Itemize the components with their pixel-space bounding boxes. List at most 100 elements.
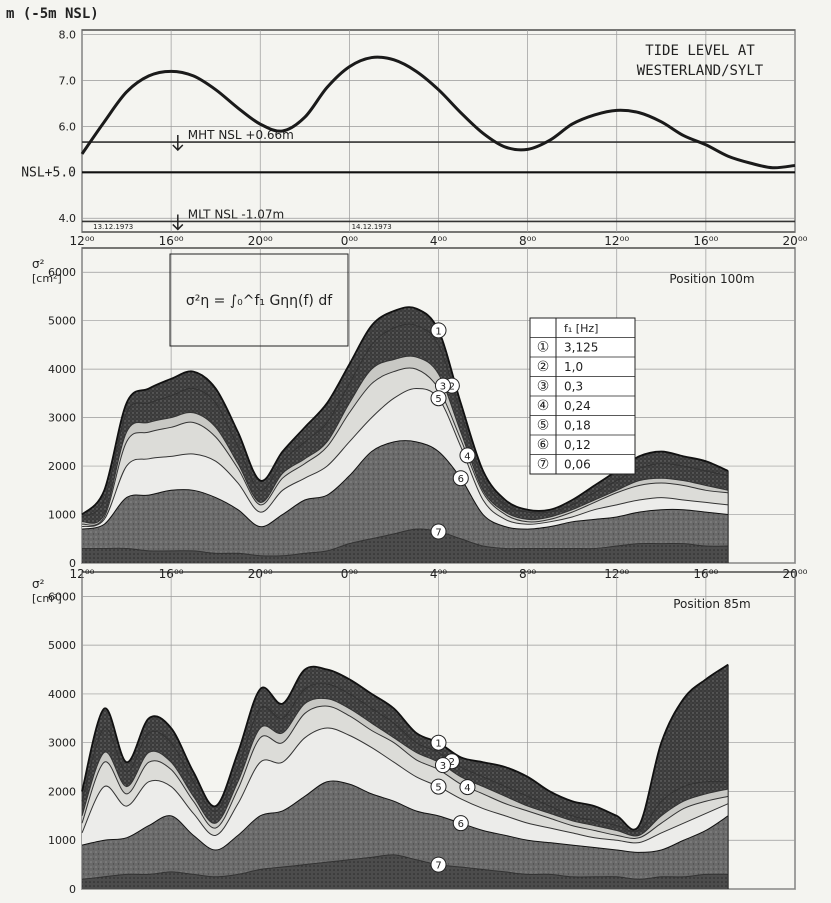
p100-y-tick-2: 2000 (48, 460, 76, 473)
tide-ref-label-1: MLT NSL -1.07m (188, 207, 284, 221)
p100-y-axis-label-unit: [cm²] (32, 272, 62, 285)
tide-x-tick-1: 16⁰⁰ (159, 234, 184, 248)
legend-value-5: 0,18 (564, 419, 591, 433)
p100-curve-2 (81, 323, 729, 518)
p100-band-7 (82, 528, 729, 563)
p85-marker-label-1: 1 (435, 739, 441, 750)
tide-x-tick-7: 16⁰⁰ (693, 234, 718, 248)
p85-marker-circle-6 (452, 815, 469, 832)
p85-marker-circle-4 (459, 779, 476, 796)
p100-y-axis-label-sigma: σ² (32, 257, 45, 271)
p100-marker-label-2: 2 (449, 382, 455, 393)
p85-title: Position 85m (673, 597, 751, 611)
p100-y-tick-1: 1000 (48, 509, 76, 522)
p100-band-6 (82, 440, 729, 557)
p85-marker-label-3: 3 (440, 761, 446, 772)
tide-y-tick-0: 8.0 (59, 29, 77, 42)
p100-marker-label-1: 1 (435, 326, 441, 337)
tide-x-tick-0: 12⁰⁰ (70, 234, 95, 248)
p85-curve-4 (81, 705, 729, 839)
legend-marker-5: ⑤ (537, 418, 550, 434)
tide-x-tick-4: 4⁰⁰ (430, 234, 447, 248)
tide-y-tick-1: 7.0 (59, 75, 77, 88)
formula-text: σ²η = ∫₀^f₁ Gηη(f) df (186, 293, 333, 309)
p100-curve-6 (81, 440, 729, 530)
p85-marker-circle-1 (430, 734, 447, 751)
tide-date-labels: 13.12.1973 14.12.1973 (93, 223, 392, 231)
tide-date-label-1: 14.12.1973 (352, 223, 392, 231)
p100-marker-circle-6 (452, 470, 469, 487)
p85-curve-1 (81, 663, 729, 831)
p85-y-tick-6: 6000 (48, 590, 76, 603)
p85-marker-circle-7 (430, 856, 447, 873)
p100-marker-label-6: 6 (458, 474, 464, 485)
p85-y-ticks: 0 1000 2000 3000 4000 5000 6000 (48, 590, 76, 896)
p100-marker-circle-4 (459, 447, 476, 464)
p100-y-ticks: 0 1000 2000 3000 4000 5000 6000 (48, 266, 76, 570)
p85-y-tick-5: 5000 (48, 639, 76, 652)
p85-marker-circle-5 (430, 778, 447, 795)
p100-band-2 (82, 324, 729, 524)
p85-band-6 (82, 780, 729, 880)
p100-marker-label-4: 4 (464, 451, 470, 462)
legend-value-4: 0,24 (564, 399, 591, 413)
legend-marker-4: ④ (537, 398, 550, 414)
p100-band-5 (82, 388, 729, 530)
legend-value-7: 0,06 (564, 458, 591, 472)
p85-y-tick-3: 3000 (48, 737, 76, 750)
p100-areas (81, 306, 729, 563)
p85-y-tick-2: 2000 (48, 785, 76, 798)
legend-value-2: 1,0 (564, 360, 583, 374)
tide-title: TIDE LEVEL AT WESTERLAND/SYLT (637, 43, 764, 79)
legend-value-3: 0,3 (564, 380, 583, 394)
tide-grid (81, 29, 796, 233)
p100-y-tick-0: 0 (69, 557, 76, 570)
p100-title: Position 100m (669, 272, 754, 286)
tide-y-tick-4: 4.0 (59, 212, 77, 225)
p85-curve-2 (81, 683, 729, 833)
p85-band-4 (82, 706, 729, 843)
p100-curve-7 (82, 528, 729, 557)
p85-y-tick-1: 1000 (48, 834, 76, 847)
p85-curve-7 (81, 854, 729, 880)
p85-y-tick-0: 0 (69, 883, 76, 896)
p100-marker-circle-1 (430, 322, 447, 339)
p100-y-tick-3: 3000 (48, 412, 76, 425)
p85-areas (81, 663, 729, 889)
p85-marker-label-5: 5 (435, 783, 441, 794)
legend-marker-3: ③ (537, 379, 550, 395)
tide-level-curve (80, 55, 796, 170)
p85-band-5 (82, 728, 729, 853)
p100-curve-5 (81, 388, 729, 528)
p85-marker-label-6: 6 (458, 819, 464, 830)
frequency-legend: f₁ [Hz] ① 3,125 ② 1,0 ③ 0,3 ④ 0,24 ⑤ 0,18 ⑥ 0,12 ⑦ 0,0… (529, 317, 636, 475)
tide-y-ticks: 8.0 7.0 6.0 NSL+5.0 4.0 (21, 29, 76, 226)
p85-y-tick-4: 4000 (48, 688, 76, 701)
tide-x-tick-6: 12⁰⁰ (604, 234, 629, 248)
tide-ref-label-0: MHT NSL +0.66m (188, 128, 294, 142)
position-100m-panel: σ² [cm²] 0 1000 2000 3000 4000 5000 6000 Posit… (32, 247, 808, 581)
legend-value-1: 3,125 (564, 341, 598, 355)
p85-marker-label-4: 4 (464, 783, 470, 794)
p85-band-7 (82, 854, 729, 889)
tide-x-ticks: 12⁰⁰ 16⁰⁰ 20⁰⁰ 0⁰⁰ 4⁰⁰ 8⁰⁰ 12⁰⁰ 16⁰⁰ 20⁰⁰ (70, 234, 808, 248)
tide-reference-lines: MHT NSL +0.66m MLT NSL -1.07m (82, 128, 795, 231)
p85-marker-label-2: 2 (449, 757, 455, 768)
p100-y-tick-4: 4000 (48, 363, 76, 376)
p85-curve-3 (81, 697, 729, 837)
p100-band-4 (82, 367, 729, 527)
p100-marker-label-7: 7 (435, 528, 441, 539)
legend-marker-6: ⑥ (537, 437, 550, 453)
tide-x-tick-3: 0⁰⁰ (341, 234, 358, 248)
p100-marker-label-3: 3 (440, 382, 446, 393)
p85-curve-5 (81, 727, 729, 844)
p85-marker-circle-3 (434, 757, 451, 774)
legend-marker-7: ⑦ (537, 457, 550, 473)
tide-date-label-0: 13.12.1973 (93, 223, 133, 231)
legend-marker-1: ① (537, 340, 550, 356)
tide-x-tick-2: 20⁰⁰ (248, 234, 273, 248)
p100-y-tick-6: 6000 (48, 266, 76, 279)
p100-marker-circle-5 (430, 390, 447, 407)
p85-y-axis-label-sigma: σ² (32, 577, 45, 591)
